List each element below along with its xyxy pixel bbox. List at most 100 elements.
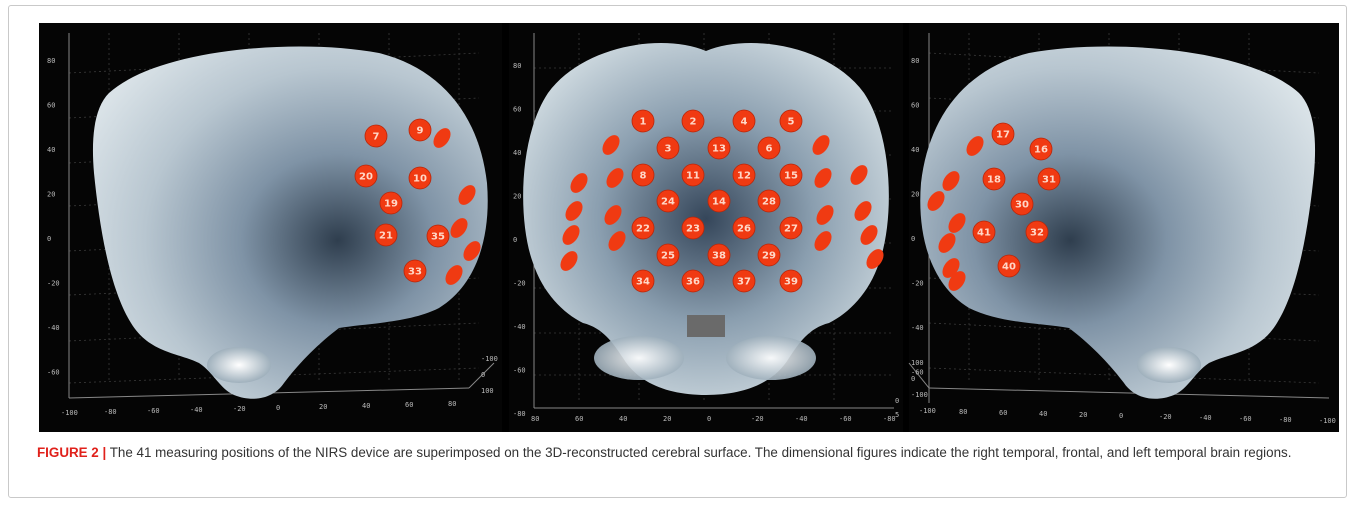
z-tick-label: 100 <box>911 359 924 367</box>
channel-number: 13 <box>712 144 726 155</box>
peripheral-channel-mark <box>948 271 966 291</box>
channel-dot <box>408 166 432 190</box>
channel-marker: 34 <box>631 269 655 293</box>
channel-number: 26 <box>737 224 751 235</box>
x-tick-label: 20 <box>1079 411 1087 419</box>
channel-dot <box>656 243 680 267</box>
y-tick-label: -60 <box>47 369 60 377</box>
channel-dot <box>681 109 705 133</box>
channel-marker: 30 <box>1010 192 1034 216</box>
panel-right-temporal <box>39 23 502 432</box>
channel-dot <box>1029 137 1053 161</box>
channel-marker: 19 <box>379 191 403 215</box>
y-tick-label: -80 <box>513 410 526 418</box>
y-tick-label: 40 <box>911 146 919 154</box>
channel-marker: 31 <box>1037 167 1061 191</box>
y-tick-label: 40 <box>513 149 521 157</box>
caption-text: The 41 measuring positions of the NIRS d… <box>109 445 1292 460</box>
channel-marker: 36 <box>681 269 705 293</box>
channel-marker: 38 <box>707 243 731 267</box>
channel-number: 11 <box>686 171 700 182</box>
z-tick-label: 0 <box>911 375 915 383</box>
y-tick-label: 0 <box>513 236 517 244</box>
channel-number: 10 <box>413 174 427 185</box>
channel-marker: 6 <box>757 136 781 160</box>
channel-marker: 11 <box>681 163 705 187</box>
channel-marker: 20 <box>354 164 378 188</box>
figure-frame: 80 60 40 20 0 -20 -40 -60 -100 -80 -60 -40 -20 0 20 40 6… <box>8 5 1347 498</box>
channel-marker: 27 <box>779 216 803 240</box>
x-tick-label: 20 <box>663 415 671 423</box>
x-tick-label: -40 <box>190 406 203 414</box>
channel-marker: 22 <box>631 216 655 240</box>
channel-number: 8 <box>640 171 647 182</box>
peripheral-channel-mark <box>450 218 468 238</box>
z-tick-label: -100 <box>481 355 498 363</box>
x-tick-label: 0 <box>707 415 711 423</box>
channel-number: 32 <box>1030 228 1044 239</box>
y-tick-label: 0 <box>47 235 51 243</box>
channel-dot <box>779 269 803 293</box>
channel-marker: 33 <box>403 259 427 283</box>
caption-separator: | <box>102 445 107 460</box>
x-tick-label: 80 <box>448 400 456 408</box>
channel-number: 29 <box>762 251 776 262</box>
x-tick-label: -20 <box>751 415 764 423</box>
channel-dot <box>408 118 432 142</box>
x-tick-label: -20 <box>1159 413 1172 421</box>
y-tick-label: -40 <box>513 323 526 331</box>
channel-dot <box>1010 192 1034 216</box>
channel-number: 34 <box>636 277 650 288</box>
channel-dot <box>732 163 756 187</box>
y-tick-label: -40 <box>911 324 924 332</box>
peripheral-channel-mark <box>814 168 832 188</box>
y-tick-label: -20 <box>513 280 526 288</box>
z-tick-label: 5 <box>895 411 899 419</box>
channel-dot <box>757 136 781 160</box>
x-tick-label: -100 <box>1319 417 1336 425</box>
x-tick-label: -80 <box>883 415 896 423</box>
z-tick-label: 0 <box>481 371 485 379</box>
channel-number: 15 <box>784 171 798 182</box>
peripheral-channel-mark <box>860 225 878 245</box>
x-tick-label: 80 <box>531 415 539 423</box>
channel-dot <box>757 243 781 267</box>
peripheral-channel-mark <box>866 249 884 269</box>
channel-dot <box>631 269 655 293</box>
channel-number: 41 <box>977 228 991 239</box>
x-tick-label: 0 <box>276 404 280 412</box>
y-tick-label: 20 <box>513 193 521 201</box>
y-tick-label: -20 <box>47 280 60 288</box>
channel-marker: 18 <box>982 167 1006 191</box>
peripheral-channel-mark <box>562 225 580 245</box>
peripheral-channel-mark <box>570 173 588 193</box>
channel-dot <box>631 109 655 133</box>
x-tick-label: 40 <box>619 415 627 423</box>
channel-marker: 23 <box>681 216 705 240</box>
peripheral-channel-mark <box>608 231 626 251</box>
channel-number: 23 <box>686 224 700 235</box>
channel-dot <box>631 216 655 240</box>
channel-number: 28 <box>762 197 776 208</box>
channel-dot <box>779 163 803 187</box>
x-tick-label: 60 <box>405 401 413 409</box>
x-tick-label: -80 <box>1279 416 1292 424</box>
channel-number: 7 <box>373 132 380 143</box>
y-tick-label: 60 <box>911 102 919 110</box>
peripheral-channel-mark <box>458 185 476 205</box>
channel-marker: 28 <box>757 189 781 213</box>
y-tick-label: 60 <box>513 106 521 114</box>
channel-marker: 5 <box>779 109 803 133</box>
y-tick-label: 20 <box>47 191 55 199</box>
channel-marker: 32 <box>1025 220 1049 244</box>
peripheral-channel-mark <box>445 265 463 285</box>
x-tick-label: 0 <box>1119 412 1123 420</box>
channel-number: 17 <box>996 130 1010 141</box>
panel-left-temporal <box>908 23 1339 432</box>
channel-dot <box>707 136 731 160</box>
peripheral-channel-mark <box>604 205 622 225</box>
y-tick-label: 80 <box>47 57 55 65</box>
channel-number: 21 <box>379 231 393 242</box>
